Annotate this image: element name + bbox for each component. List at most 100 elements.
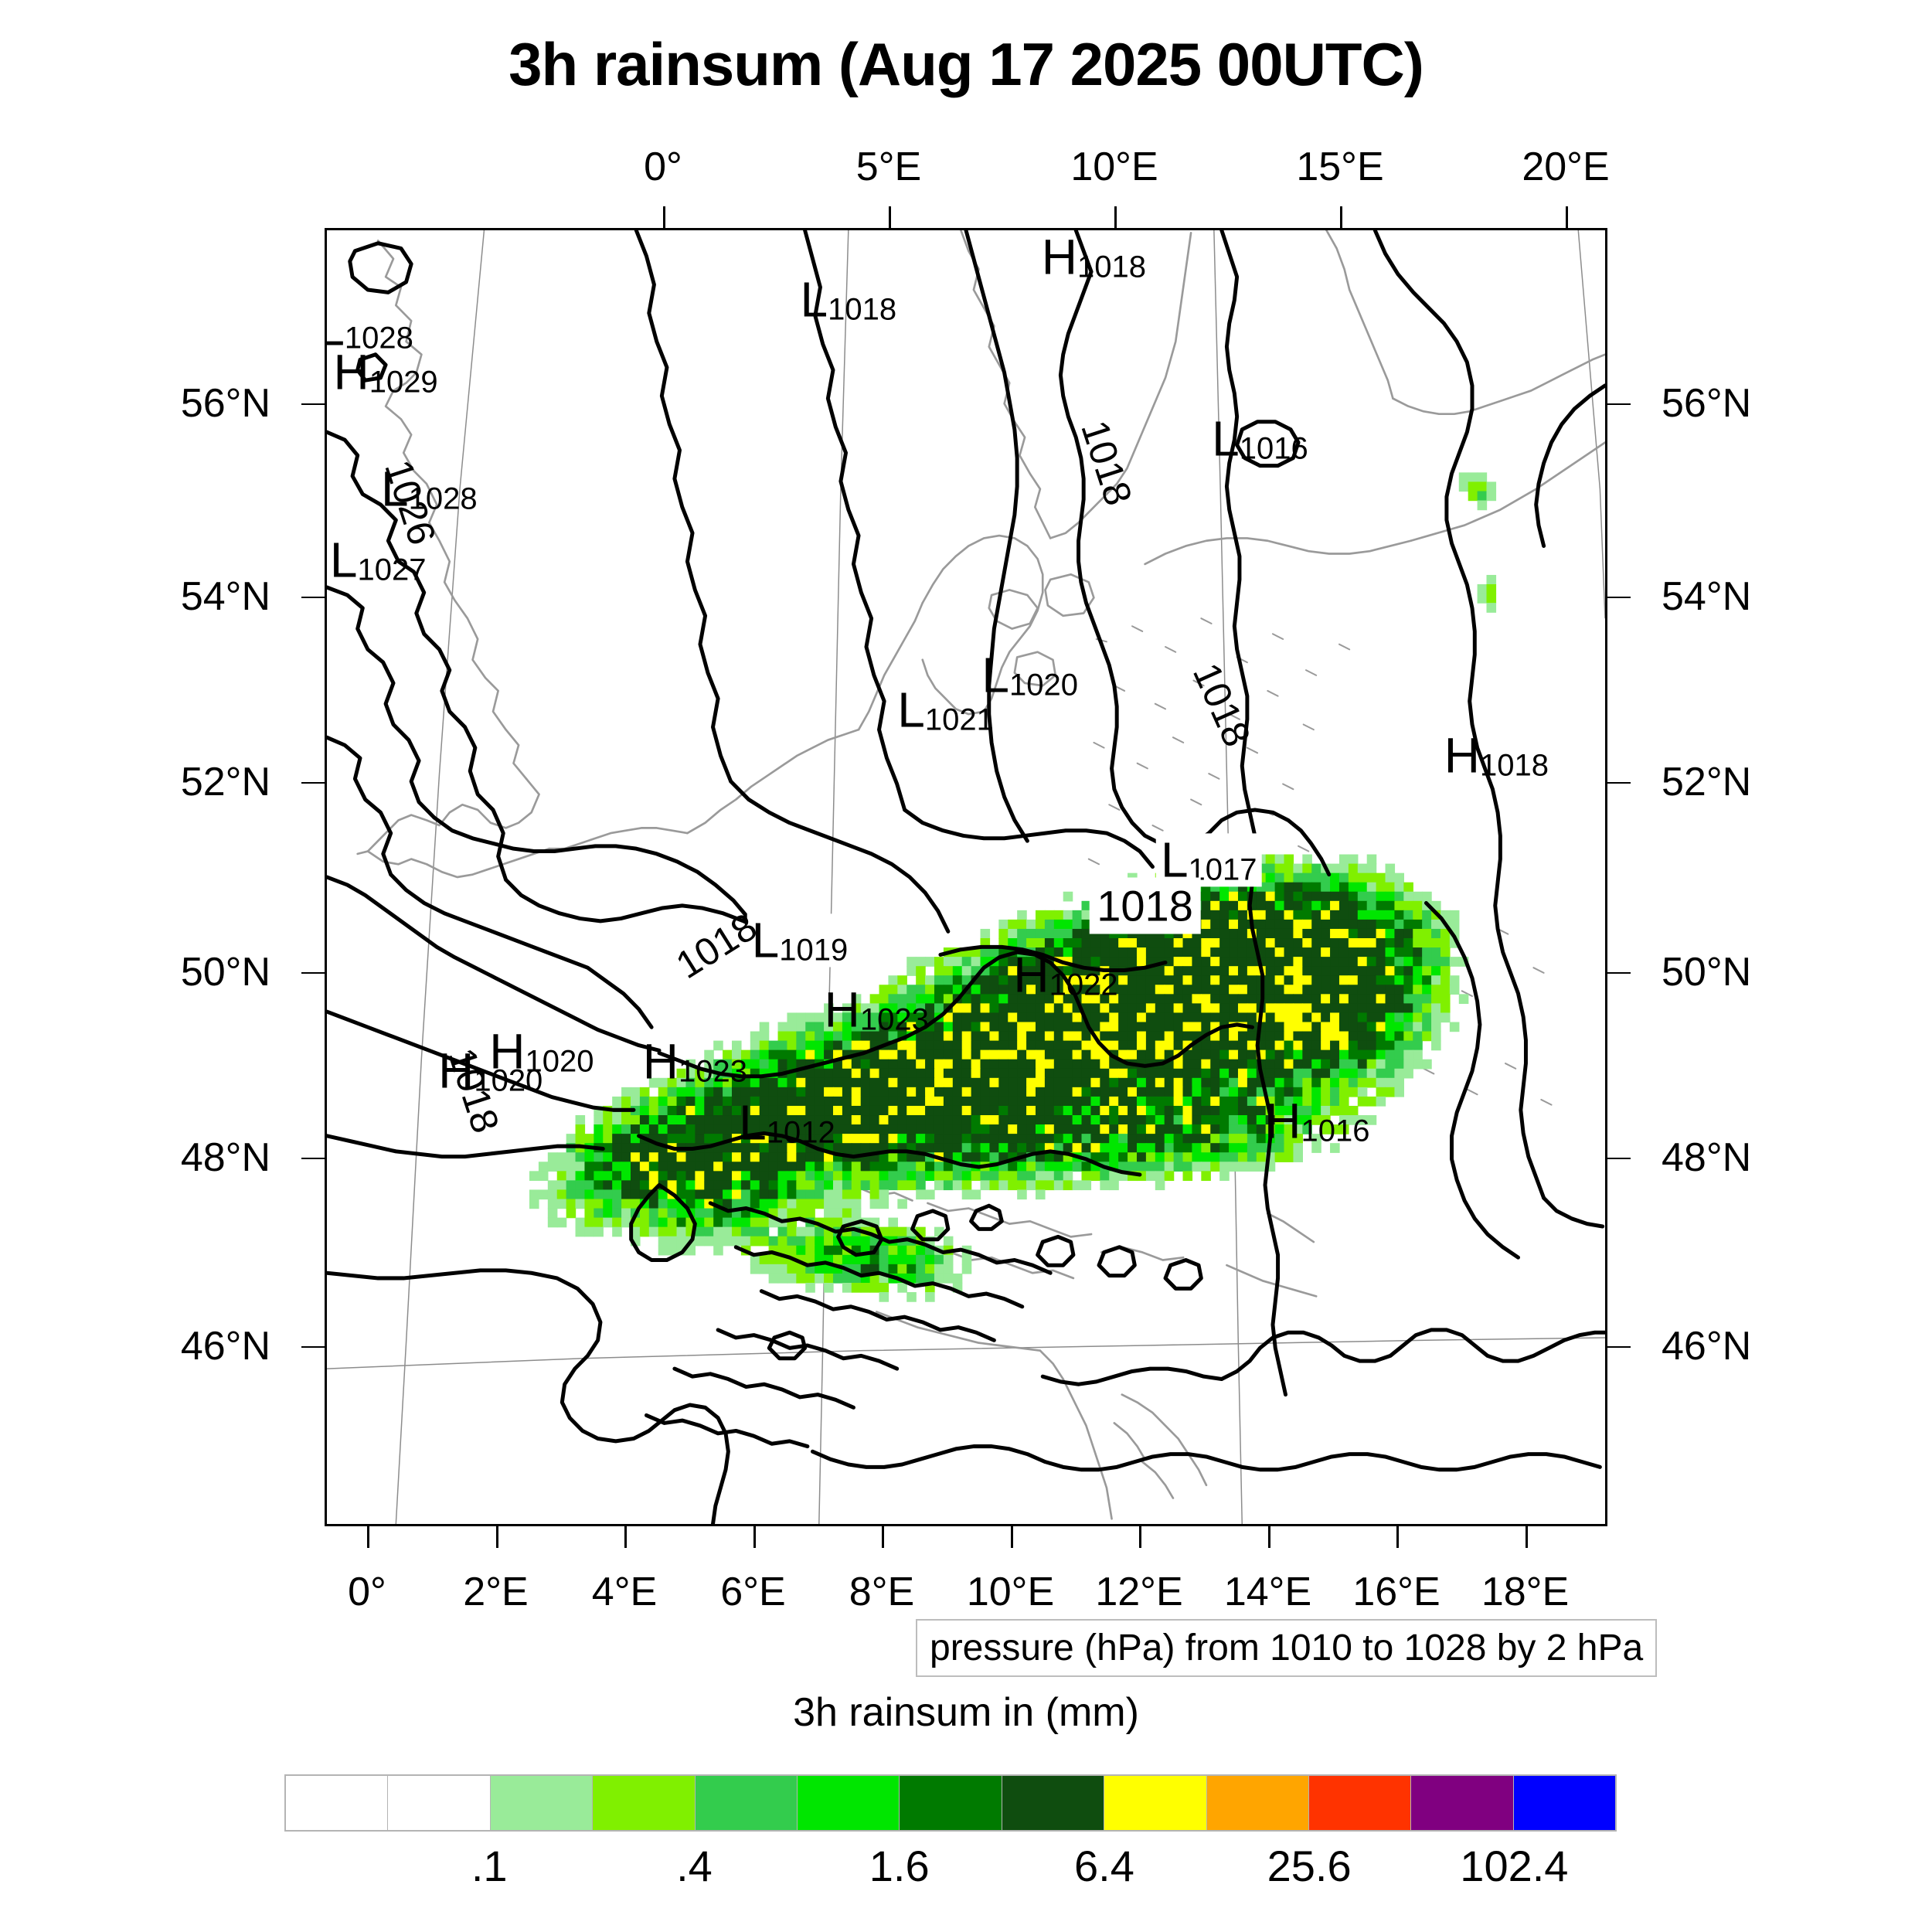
colorbar-segment[interactable] bbox=[900, 1776, 1002, 1830]
pressure-marker-type: H bbox=[333, 344, 369, 400]
pressure-marker-value: 1020 bbox=[525, 1044, 594, 1079]
colorbar-segment[interactable] bbox=[1002, 1776, 1105, 1830]
pressure-marker-type: L bbox=[981, 647, 1009, 703]
bottom-lon-label: 10°E bbox=[966, 1570, 1055, 1614]
colorbar-segment[interactable] bbox=[797, 1776, 900, 1830]
map-graphics bbox=[327, 230, 1605, 1524]
pressure-marker-value: 1028 bbox=[344, 321, 413, 355]
colorbar-segment[interactable] bbox=[593, 1776, 696, 1830]
pressure-marker-type: H bbox=[489, 1023, 526, 1080]
bottom-lon-tick bbox=[1525, 1526, 1528, 1548]
pressure-marker-type: L bbox=[329, 532, 358, 588]
colorbar-segment[interactable] bbox=[388, 1776, 491, 1830]
pressure-marker-value: 1020 bbox=[1009, 668, 1078, 702]
pressure-marker-value: 1027 bbox=[357, 553, 427, 587]
top-lon-label: 10°E bbox=[1070, 145, 1158, 189]
bottom-lon-tick bbox=[882, 1526, 884, 1548]
colorbar-tick-label: 102.4 bbox=[1460, 1842, 1569, 1890]
pressure-low-marker: L1028 bbox=[327, 301, 413, 356]
colorbar-segment[interactable] bbox=[1411, 1776, 1514, 1830]
pressure-high-marker: H1022 bbox=[1013, 951, 1117, 1001]
pressure-marker-value: 1019 bbox=[779, 933, 849, 968]
pressure-high-marker: H1023 bbox=[643, 1037, 747, 1087]
pressure-marker-type: L bbox=[751, 912, 780, 968]
pressure-low-marker: L1016 bbox=[1212, 413, 1308, 464]
isobar-value-label: 1018 bbox=[1089, 877, 1201, 934]
colorbar-segment[interactable] bbox=[695, 1776, 798, 1830]
pressure-low-marker: L1020 bbox=[981, 650, 1078, 700]
pressure-marker-type: L bbox=[1160, 832, 1189, 888]
top-lon-label: 5°E bbox=[855, 145, 922, 189]
pressure-marker-value: 1021 bbox=[924, 702, 994, 737]
right-lat-tick bbox=[1607, 597, 1631, 598]
top-lon-tick bbox=[1114, 206, 1117, 228]
colorbar-segment[interactable] bbox=[1308, 1776, 1412, 1830]
pressure-high-marker: H1016 bbox=[1265, 1097, 1369, 1147]
colorbar-tick-label: 1.6 bbox=[869, 1842, 930, 1890]
top-lon-label: 20°E bbox=[1522, 145, 1610, 189]
pressure-high-marker: H1018 bbox=[1042, 233, 1146, 283]
bottom-lon-tick bbox=[753, 1526, 756, 1548]
pressure-marker-value: 1016 bbox=[1239, 431, 1308, 466]
bottom-lon-label: 6°E bbox=[720, 1570, 786, 1614]
right-lat-tick bbox=[1607, 782, 1631, 784]
pressure-marker-value: 1028 bbox=[408, 481, 478, 516]
pressure-marker-type: L bbox=[327, 301, 345, 356]
colorbar-segment[interactable] bbox=[1104, 1776, 1207, 1830]
pressure-marker-type: H bbox=[1013, 947, 1049, 1003]
bottom-lon-tick bbox=[624, 1526, 627, 1548]
colorbar[interactable] bbox=[284, 1774, 1617, 1832]
pressure-marker-type: H bbox=[438, 1043, 474, 1099]
colorbar-tick-label: .4 bbox=[676, 1842, 713, 1890]
colorbar-segment[interactable] bbox=[490, 1776, 594, 1830]
pressure-low-marker: L1021 bbox=[897, 685, 994, 735]
colorbar-segment[interactable] bbox=[286, 1776, 389, 1830]
left-lat-label: 46°N bbox=[180, 1324, 270, 1369]
bottom-lon-label: 14°E bbox=[1223, 1570, 1312, 1614]
left-lat-label: 56°N bbox=[180, 381, 270, 426]
pressure-marker-type: L bbox=[1212, 410, 1240, 466]
bottom-lon-label: 4°E bbox=[591, 1570, 658, 1614]
pressure-marker-value: 1018 bbox=[1480, 748, 1549, 783]
pressure-low-marker: L1012 bbox=[739, 1097, 835, 1148]
pressure-marker-value: 1020 bbox=[474, 1063, 543, 1098]
colorbar-segment[interactable] bbox=[1206, 1776, 1309, 1830]
left-lat-label: 54°N bbox=[180, 574, 270, 619]
pressure-marker-value: 1023 bbox=[859, 1003, 929, 1038]
left-lat-tick bbox=[301, 1346, 325, 1348]
pressure-high-marker: H1018 bbox=[1444, 730, 1549, 781]
left-lat-label: 48°N bbox=[180, 1135, 270, 1180]
precipitation-raster bbox=[529, 472, 1497, 1302]
pressure-marker-value: 1018 bbox=[1077, 250, 1146, 284]
bottom-lon-label: 0° bbox=[348, 1570, 386, 1614]
left-lat-tick bbox=[301, 782, 325, 784]
left-lat-tick bbox=[301, 597, 325, 598]
pressure-marker-type: L bbox=[739, 1094, 767, 1151]
pressure-marker-type: L bbox=[381, 461, 409, 517]
bottom-lon-label: 16°E bbox=[1352, 1570, 1440, 1614]
page-title: 3h rainsum (Aug 17 2025 00UTC) bbox=[509, 30, 1424, 98]
pressure-marker-value: 1018 bbox=[828, 292, 897, 327]
top-lon-tick bbox=[1566, 206, 1568, 228]
bottom-lon-tick bbox=[1139, 1526, 1141, 1548]
colorbar-tick-labels: .1 .4 1.6 6.4 25.6 102.4 bbox=[284, 1841, 1617, 1910]
colorbar-tick-label: 6.4 bbox=[1073, 1842, 1134, 1890]
bottom-lon-tick bbox=[1010, 1526, 1013, 1548]
map-plot-area[interactable]: L1028H1029L1018H1018L1028L1016L1027L1020… bbox=[325, 228, 1607, 1526]
colorbar-segment[interactable] bbox=[1513, 1776, 1616, 1830]
pressure-marker-type: H bbox=[824, 981, 860, 1038]
bottom-lon-label: 18°E bbox=[1481, 1570, 1570, 1614]
pressure-marker-value: 1023 bbox=[678, 1054, 747, 1089]
pressure-marker-type: H bbox=[1444, 727, 1481, 784]
pressure-low-marker: L1028 bbox=[381, 464, 478, 514]
right-lat-tick bbox=[1607, 403, 1631, 405]
isobars bbox=[327, 230, 1605, 1524]
pressure-marker-value: 1016 bbox=[1301, 1114, 1370, 1148]
bottom-lon-tick bbox=[495, 1526, 498, 1548]
right-lat-label: 54°N bbox=[1662, 574, 1752, 619]
pressure-high-marker: H1023 bbox=[825, 985, 929, 1036]
top-lon-tick bbox=[1340, 206, 1342, 228]
left-lat-label: 50°N bbox=[180, 950, 270, 995]
pressure-high-marker: H1020 bbox=[489, 1026, 594, 1077]
left-lat-tick bbox=[301, 972, 325, 974]
